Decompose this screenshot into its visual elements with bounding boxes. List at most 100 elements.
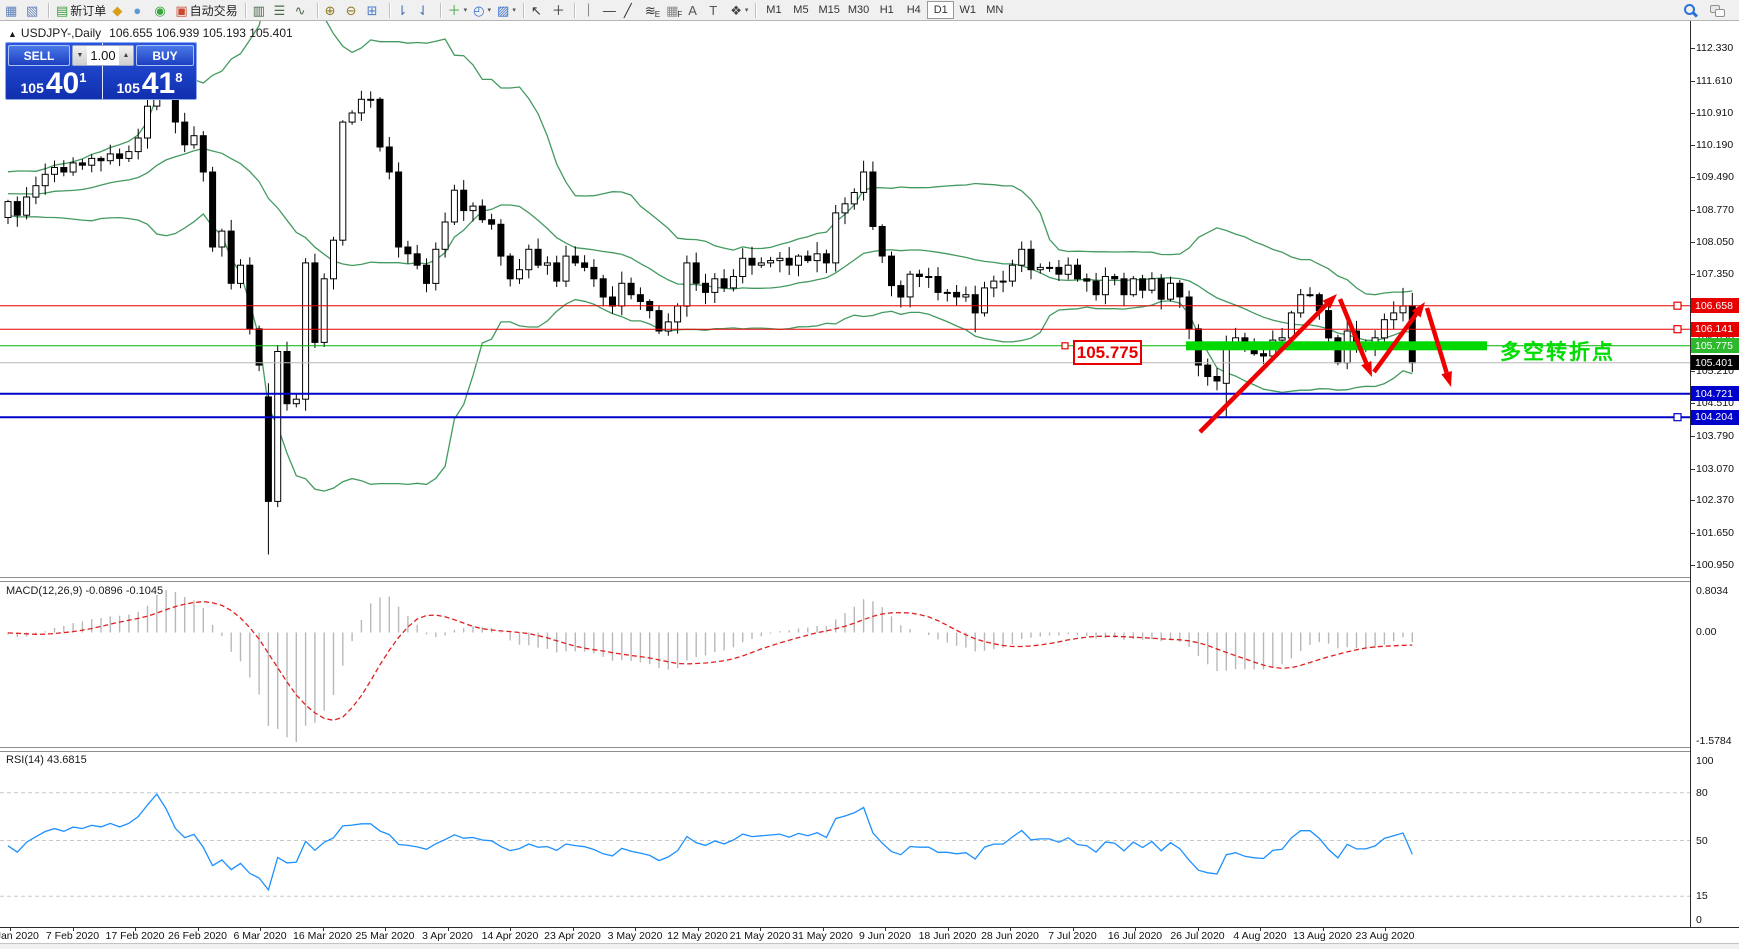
- date-tick-label: 7 Jul 2020: [1048, 930, 1097, 942]
- period-icon[interactable]: ◴ ▾: [470, 1, 494, 20]
- toolbar: ▦ ▧ ▤ 新订单 ◆ ● ◉ ▣ 自动交易 ▥ ☰ ∿ ⊕ ⊖ ⊞ ⇂ ⇃ ＋ ▾ ◴ ▾ ▨ ▾ ↖ ＋ ｜ — ╱ ≋ E ▦ F A T ❖…: [0, 0, 1739, 21]
- template-icon[interactable]: ▨ ▾: [494, 1, 519, 20]
- zoom-out-icon[interactable]: ⊖: [343, 1, 364, 20]
- bar-chart-icon[interactable]: ☰: [271, 1, 292, 20]
- elliott-wave-icon[interactable]: ≋ E: [642, 1, 663, 20]
- toolbar-separator: [522, 2, 524, 18]
- indicator-add-icon[interactable]: ⇃: [415, 1, 436, 20]
- timeframe-m30[interactable]: M30: [844, 1, 873, 19]
- date-tick-label: 16 Mar 2020: [293, 930, 352, 942]
- shapes-icon[interactable]: ❖ ▾: [727, 1, 751, 20]
- vertical-line-icon[interactable]: ｜: [579, 1, 600, 20]
- macd-indicator-label: MACD(12,26,9) -0.0896 -0.1045: [6, 585, 164, 597]
- indicator-window-icon[interactable]: ⇂: [394, 1, 415, 20]
- toolbar-separator: [316, 2, 318, 18]
- date-tick-label: 21 May 2020: [729, 930, 791, 942]
- volume-increase-button[interactable]: ▲: [119, 46, 133, 65]
- search-icon[interactable]: [1683, 3, 1698, 18]
- buy-price-big: 41: [141, 67, 176, 100]
- rsi-tick-label: 0: [1696, 914, 1702, 926]
- fibonacci-icon[interactable]: ▦ F: [663, 1, 685, 20]
- timeframe-mn[interactable]: MN: [981, 1, 1008, 19]
- toolbar-separator: [439, 2, 441, 18]
- panel-divider: [102, 43, 103, 99]
- macd-tick-label: 0.8034: [1696, 585, 1729, 597]
- date-tick-label: 4 Aug 2020: [1233, 930, 1287, 942]
- price-level-badge: 106.658: [1691, 298, 1739, 314]
- timeframe-m15[interactable]: M15: [814, 1, 843, 19]
- price-tick-label: 101.650: [1696, 527, 1734, 540]
- chart-title: ▲ USDJPY-,Daily 106.655 106.939 105.193 10…: [8, 26, 293, 40]
- date-tick-label: 12 May 2020: [667, 930, 728, 942]
- date-tick-label: 3 May 2020: [607, 930, 663, 942]
- date-tick-label: 3 Apr 2020: [422, 930, 473, 942]
- trendline-icon[interactable]: ╱: [621, 1, 642, 20]
- signals-icon[interactable]: ◉: [151, 1, 172, 20]
- date-tick-label: 6 Mar 2020: [233, 930, 287, 942]
- timeframe-h4[interactable]: H4: [900, 1, 927, 19]
- date-tick-label: 25 Mar 2020: [355, 930, 415, 942]
- turning-point-annotation[interactable]: 多空转折点: [1500, 341, 1615, 364]
- sell-price[interactable]: 105 40 1: [6, 68, 101, 100]
- candlestick-chart-icon[interactable]: ▥: [250, 1, 271, 20]
- date-tick-label: 7 Feb 2020: [45, 930, 100, 942]
- price-tick-label: 111.610: [1696, 74, 1733, 87]
- sell-price-big: 40: [45, 67, 80, 100]
- rsi-tick-label: 50: [1696, 834, 1708, 847]
- price-level-badge: 104.204: [1691, 409, 1739, 425]
- buy-price-pip: 8: [175, 70, 183, 85]
- pane-separator[interactable]: [0, 577, 1690, 582]
- volume-input[interactable]: 1.00: [90, 48, 116, 63]
- price-text-annotation[interactable]: 105.775: [1073, 340, 1142, 365]
- buy-price[interactable]: 105 41 8: [103, 68, 196, 100]
- chat-icon[interactable]: [1710, 3, 1725, 18]
- price-tick-label: 102.370: [1696, 494, 1734, 507]
- timeframe-m5[interactable]: M5: [787, 1, 814, 19]
- buy-button[interactable]: BUY: [136, 45, 194, 66]
- ohlc-values: 106.655 106.939 105.193 105.401: [109, 26, 293, 40]
- sell-button[interactable]: SELL: [8, 45, 70, 66]
- profile-chart-icon[interactable]: ▧: [23, 1, 44, 20]
- price-tick-label: 103.070: [1696, 462, 1734, 475]
- volume-decrease-button[interactable]: ▼: [73, 46, 87, 65]
- timeframe-m1[interactable]: M1: [760, 1, 787, 19]
- sell-price-head: 105: [20, 80, 44, 96]
- main-chart-pane[interactable]: [0, 21, 1690, 577]
- tile-windows-icon[interactable]: ⊞: [364, 1, 385, 20]
- pane-separator[interactable]: [0, 747, 1690, 752]
- crosshair-icon[interactable]: ＋: [549, 1, 570, 20]
- macd-pane[interactable]: [0, 581, 1690, 747]
- zoom-in-icon[interactable]: ⊕: [322, 1, 343, 20]
- symbol-period-label: USDJPY-,Daily: [20, 26, 102, 40]
- timeframe-w1[interactable]: W1: [954, 1, 981, 19]
- timeframe-h1[interactable]: H1: [873, 1, 900, 19]
- auto-trading-icon[interactable]: ▣ 自动交易: [172, 1, 240, 20]
- market-watch-icon[interactable]: ●: [130, 1, 151, 20]
- date-tick-label: 31 May 2020: [792, 930, 853, 942]
- price-axis[interactable]: 112.330 111.610 110.910 110.190 109.490 108.7…: [1690, 21, 1739, 927]
- line-chart-icon[interactable]: ∿: [292, 1, 313, 20]
- date-tick-label: 16 Jul 2020: [1107, 930, 1163, 942]
- add-indicator-icon[interactable]: ＋ ▾: [445, 1, 471, 20]
- history-center-icon[interactable]: ◆: [109, 1, 130, 20]
- date-tick-label: 26 Jul 2020: [1170, 930, 1225, 942]
- text-label-icon[interactable]: T: [706, 1, 727, 20]
- new-order-icon[interactable]: ▤ 新订单: [53, 1, 109, 20]
- collapse-arrow-icon[interactable]: ▲: [8, 29, 17, 39]
- rsi-tick-label: 80: [1696, 786, 1708, 799]
- charts-grid-icon[interactable]: ▦: [2, 1, 23, 20]
- horizontal-line-icon[interactable]: —: [600, 1, 621, 20]
- cursor-icon[interactable]: ↖: [528, 1, 549, 20]
- date-tick-label: 14 Apr 2020: [481, 930, 539, 942]
- toolbar-separator: [48, 2, 49, 18]
- price-tick-label: 103.790: [1696, 429, 1734, 442]
- price-tick-label: 110.910: [1696, 106, 1734, 119]
- text-icon[interactable]: A: [685, 1, 706, 20]
- rsi-pane[interactable]: [0, 751, 1690, 927]
- macd-tick-label: 0.00: [1696, 626, 1717, 639]
- toolbar-separator: [244, 2, 246, 18]
- timeframe-d1[interactable]: D1: [927, 1, 955, 19]
- one-click-trading-panel: SELL ▼ 1.00 ▲ BUY 105 40 1 105 41 8: [5, 42, 197, 100]
